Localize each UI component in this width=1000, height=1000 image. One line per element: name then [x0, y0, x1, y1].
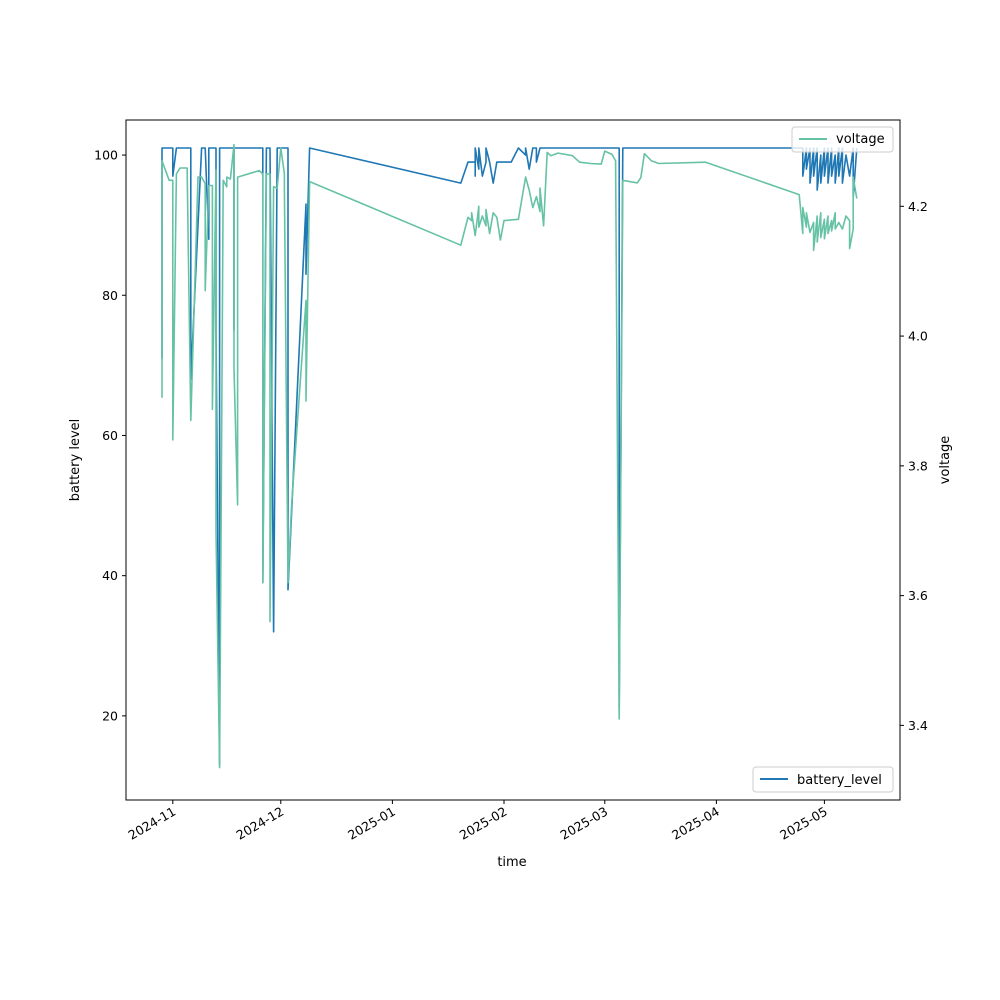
- x-axis-ticks: 2024-11 2024-12 2025-01 2025-02 2025-03 2025-…: [126, 800, 830, 843]
- series-line-battery-level: [161, 147, 858, 766]
- y-right-tick-label: 3.4: [908, 718, 928, 733]
- y-right-axis-label: voltage: [938, 436, 953, 485]
- y-left-tick-label: 100: [94, 148, 118, 163]
- y-right-tick-label: 3.8: [908, 458, 928, 473]
- x-axis-label: time: [497, 855, 526, 870]
- x-tick-label: 2024-11: [126, 804, 179, 843]
- legend-battery-level-box: [752, 766, 894, 793]
- y-right-axis-ticks: 3.4 3.6 3.8 4.0 4.2: [900, 199, 928, 733]
- legend-battery-level-label: battery_level: [797, 773, 882, 788]
- y-left-axis-ticks: 20 40 60 80 100: [94, 148, 126, 723]
- x-tick-label: 2025-05: [777, 804, 830, 843]
- series-line-voltage: [161, 143, 858, 769]
- x-tick-label: 2025-04: [669, 804, 722, 843]
- x-tick-label: 2025-02: [457, 804, 510, 843]
- y-left-tick-label: 20: [102, 708, 118, 723]
- legend-battery-level: battery_level: [752, 766, 894, 793]
- y-right-tick-label: 4.0: [908, 329, 928, 344]
- x-tick-label: 2024-12: [234, 804, 287, 843]
- legend-voltage: voltage: [791, 126, 894, 153]
- plot-area: [125, 119, 901, 801]
- legend-voltage-label: voltage: [836, 132, 885, 147]
- plot-frame: [125, 119, 901, 801]
- legend-voltage-box: [791, 126, 894, 153]
- y-right-tick-label: 3.6: [908, 588, 928, 603]
- x-tick-label: 2025-03: [558, 804, 611, 843]
- y-left-axis-label: battery level: [68, 419, 83, 502]
- y-left-tick-label: 60: [102, 428, 118, 443]
- y-left-tick-label: 40: [102, 568, 118, 583]
- x-tick-label: 2025-01: [345, 804, 398, 843]
- series-layer: [161, 143, 858, 769]
- y-left-tick-label: 80: [102, 288, 118, 303]
- y-right-tick-label: 4.2: [908, 199, 928, 214]
